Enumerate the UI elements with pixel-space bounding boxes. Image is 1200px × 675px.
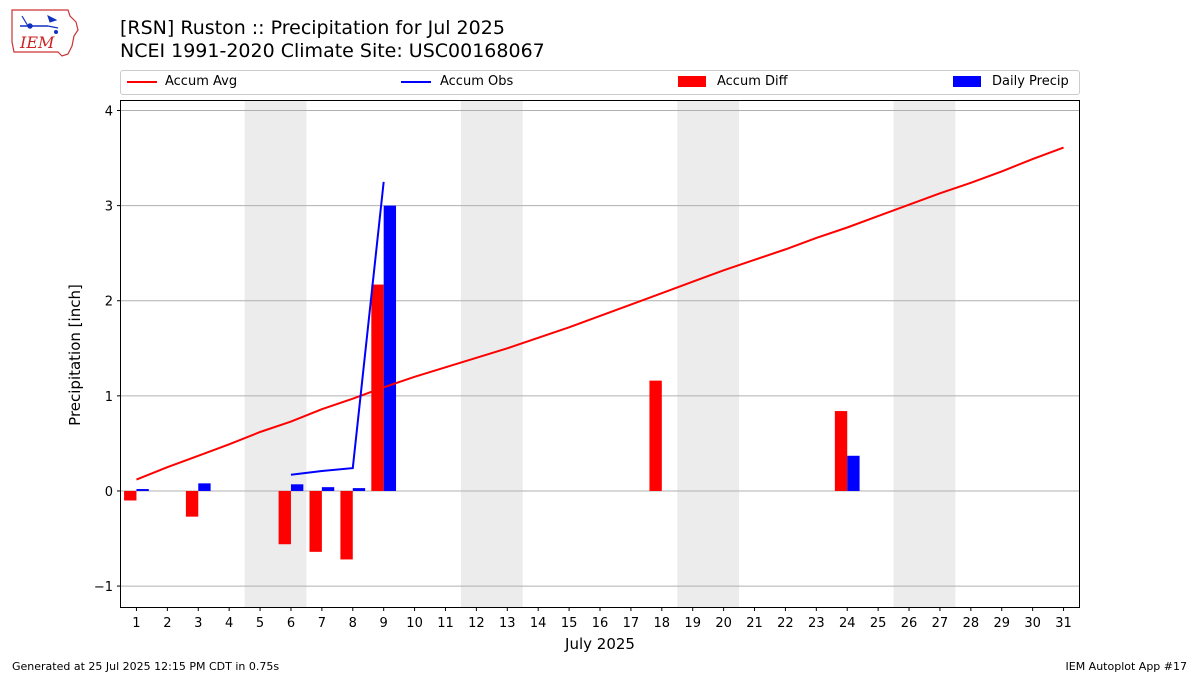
- x-tick-label: 4: [225, 616, 233, 631]
- daily-precip-bar: [383, 205, 397, 491]
- weather-station-icon: [20, 15, 59, 34]
- daily-precip-bar: [352, 488, 366, 491]
- accum-avg-line: [136, 146, 1064, 481]
- y-tick-label: −1: [94, 580, 113, 595]
- accum-diff-bar: [834, 411, 848, 491]
- accum-diff-bar: [124, 490, 137, 501]
- chart-title: [RSN] Ruston :: Precipitation for Jul 20…: [120, 17, 505, 39]
- x-axis-label: July 2025: [564, 635, 635, 653]
- footer-generated-text: Generated at 25 Jul 2025 12:15 PM CDT in…: [12, 660, 280, 673]
- legend-swatch-daily-precip: [953, 76, 981, 87]
- daily-precip-bar: [321, 487, 335, 491]
- accum-obs-line: [290, 181, 385, 476]
- weekend-band-3: [893, 101, 956, 607]
- x-tick-label: 27: [932, 616, 949, 631]
- daily-precip-bar: [198, 483, 211, 491]
- accum-diff-bar: [649, 380, 662, 491]
- logo-text: IEM: [19, 33, 55, 52]
- x-tick-label: 24: [839, 616, 856, 631]
- y-tick-label: 4: [105, 105, 113, 120]
- y-axis-label: Precipitation [inch]: [66, 284, 84, 426]
- accum-diff-bar: [185, 490, 199, 517]
- x-tick-label: 7: [318, 616, 326, 631]
- legend-swatch-accum-avg: [127, 81, 157, 83]
- x-tick-label: 5: [256, 616, 264, 631]
- x-tick-label: 18: [654, 616, 671, 631]
- x-tick-label: 16: [592, 616, 609, 631]
- chart-legend: Accum Avg Accum Obs Accum Diff Daily Pre…: [120, 70, 1080, 95]
- x-tick-label: 22: [777, 616, 794, 631]
- weekend-shading: [244, 101, 956, 607]
- legend-label-accum-obs: Accum Obs: [440, 74, 514, 89]
- x-tick-label: 29: [993, 616, 1010, 631]
- legend-label-accum-avg: Accum Avg: [165, 74, 238, 89]
- line-series: [136, 146, 1064, 481]
- x-tick-label: 19: [684, 616, 701, 631]
- x-tick-label: 30: [1024, 616, 1041, 631]
- x-tick-label: 13: [499, 616, 516, 631]
- x-tick-label: 1: [132, 616, 140, 631]
- weekend-band-0: [244, 101, 307, 607]
- x-tick-label: 15: [561, 616, 578, 631]
- x-tick-label: 23: [808, 616, 825, 631]
- accum-diff-bar: [371, 284, 384, 491]
- y-tick-label: 2: [105, 295, 113, 310]
- bar-series: [124, 205, 860, 560]
- x-tick-label: 11: [437, 616, 454, 631]
- y-tick-label: 3: [105, 200, 113, 215]
- y-axis-ticks: −1 0 1 2 3 4: [94, 105, 121, 595]
- footer-app-text: IEM Autoplot App #17: [1065, 660, 1188, 673]
- x-tick-label: 31: [1055, 616, 1072, 631]
- x-axis-ticks: 1 2 3 4 5 6 7 8 9 10 11 12 13 14 15 16 17 18 19 20 21 22 23 24 2…: [132, 607, 1072, 631]
- x-tick-label: 28: [963, 616, 980, 631]
- iem-logo: IEM: [11, 9, 79, 57]
- weekend-band-2: [677, 101, 740, 607]
- accum-diff-bar: [340, 490, 353, 560]
- chart-subtitle: NCEI 1991-2020 Climate Site: USC00168067: [120, 40, 545, 62]
- x-tick-label: 17: [623, 616, 640, 631]
- iowa-state-outline: [11, 9, 79, 57]
- x-tick-label: 21: [746, 616, 763, 631]
- legend-swatch-accum-diff: [678, 76, 706, 87]
- x-tick-label: 9: [380, 616, 388, 631]
- x-tick-label: 2: [163, 616, 171, 631]
- y-tick-label: 1: [105, 390, 113, 405]
- accum-diff-bar: [278, 490, 291, 545]
- x-tick-label: 6: [287, 616, 295, 631]
- legend-swatch-accum-obs: [401, 81, 431, 83]
- x-tick-label: 26: [901, 616, 918, 631]
- y-tick-label: 0: [105, 485, 113, 500]
- legend-label-daily-precip: Daily Precip: [992, 74, 1069, 89]
- x-tick-label: 10: [406, 616, 423, 631]
- daily-precip-bar: [136, 489, 149, 491]
- x-tick-label: 3: [194, 616, 202, 631]
- x-tick-label: 20: [715, 616, 732, 631]
- x-tick-label: 14: [530, 616, 547, 631]
- x-tick-label: 8: [349, 616, 357, 631]
- daily-precip-bar: [290, 484, 304, 491]
- accum-diff-bar: [309, 490, 322, 552]
- x-tick-label: 25: [870, 616, 887, 631]
- daily-precip-bar: [847, 455, 860, 491]
- legend-label-accum-diff: Accum Diff: [717, 74, 788, 89]
- x-tick-label: 12: [468, 616, 485, 631]
